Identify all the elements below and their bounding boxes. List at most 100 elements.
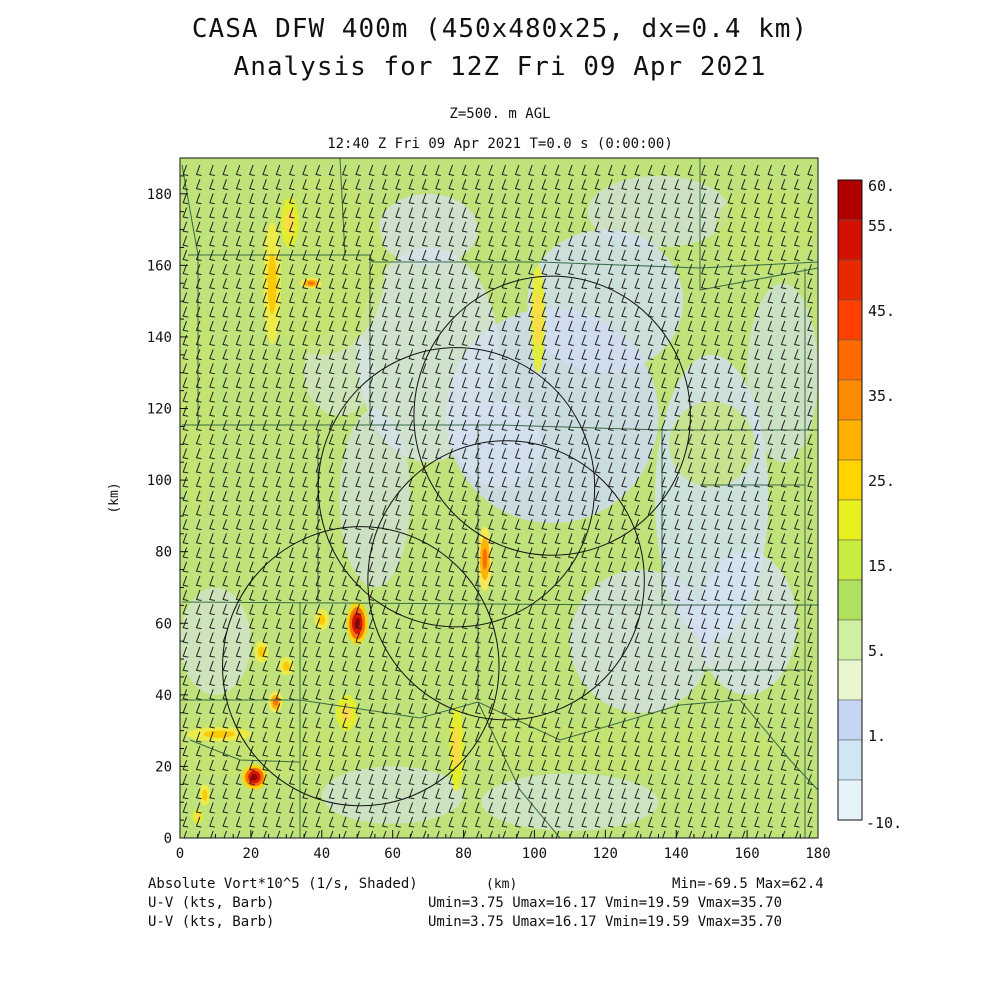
wind-barb: [554, 759, 561, 771]
wind-barb: [541, 462, 548, 474]
wind-barb: [328, 759, 335, 771]
wind-barb: [528, 419, 534, 431]
wind-barb: [288, 589, 295, 601]
wind-barb: [780, 604, 787, 616]
wind-barb: [528, 788, 534, 800]
wind-barb: [793, 816, 800, 828]
wind-barb: [501, 731, 508, 743]
wind-barb: [608, 830, 613, 838]
wind-barb: [621, 306, 627, 318]
wind-barb: [408, 703, 415, 715]
wind-barb: [315, 278, 322, 290]
wind-barb: [807, 561, 813, 573]
vorticity-max-13: [530, 265, 546, 373]
wind-barb: [568, 490, 574, 502]
wind-barb: [541, 646, 548, 658]
wind-barb: [661, 646, 667, 658]
wind-barb: [621, 235, 627, 247]
wind-barb: [554, 264, 561, 276]
wind-barb: [687, 448, 694, 460]
wind-barb: [807, 703, 813, 715]
wind-barb: [501, 816, 508, 828]
wind-barb: [661, 391, 667, 403]
wind-barb: [807, 419, 813, 431]
wind-barb: [700, 462, 707, 474]
wind-barb: [195, 618, 202, 630]
wind-barb: [501, 405, 508, 417]
wind-barb: [607, 292, 614, 304]
wind-barb: [195, 476, 202, 488]
wind-barb: [568, 292, 574, 304]
wind-barb: [355, 632, 362, 644]
wind-barb: [807, 363, 813, 375]
wind-barb: [222, 334, 229, 346]
wind-barb: [421, 363, 428, 375]
wind-barb: [514, 533, 521, 545]
wind-barb: [421, 575, 428, 587]
wind-barb: [554, 278, 561, 290]
wind-barb: [554, 561, 561, 573]
wind-barb: [621, 759, 627, 771]
wind-barb: [262, 774, 269, 786]
wind-barb: [554, 745, 561, 757]
wind-barb: [315, 448, 322, 460]
wind-barb: [448, 802, 455, 814]
wind-barb: [381, 278, 388, 290]
wind-barb: [275, 377, 282, 389]
wind-barb: [262, 788, 269, 800]
wind-barb: [182, 193, 189, 205]
wind-barb: [302, 235, 308, 247]
wind-barb: [209, 278, 215, 290]
wind-barb: [195, 759, 202, 771]
wind-barb: [647, 788, 654, 800]
wind-barb: [262, 674, 269, 686]
wind-barb: [754, 448, 760, 460]
wind-barb: [714, 490, 720, 502]
wind-barb: [395, 235, 401, 247]
wind-barb: [647, 519, 654, 531]
wind-barb: [288, 419, 295, 431]
wind-barb: [368, 504, 375, 516]
wind-barb: [461, 462, 468, 474]
wind-barb: [435, 377, 441, 389]
wind-barb: [368, 207, 375, 219]
wind-barb: [328, 320, 335, 332]
wind-barb: [581, 674, 588, 686]
wind-barb: [249, 448, 255, 460]
wind-barb: [209, 731, 215, 743]
wind-barb: [209, 660, 215, 672]
wind-barb: [355, 292, 362, 304]
wind-barb: [661, 533, 667, 545]
wind-barb: [235, 235, 242, 247]
wind-barb: [262, 759, 269, 771]
wind-barb: [408, 689, 415, 701]
wind-barb: [607, 349, 614, 361]
wind-barb: [568, 448, 574, 460]
wind-barb: [700, 419, 707, 431]
wind-barb: [700, 745, 707, 757]
wind-barb: [302, 164, 308, 176]
wind-barb: [275, 448, 282, 460]
wind-barb: [674, 632, 681, 644]
wind-barb: [647, 660, 654, 672]
wind-barb: [222, 419, 229, 431]
wind-barb: [607, 547, 614, 559]
wind-barb: [488, 264, 494, 276]
wind-barb: [381, 391, 388, 403]
wind-barb: [740, 660, 747, 672]
wind-barb: [727, 434, 734, 446]
wind-barb: [793, 632, 800, 644]
wind-barb: [594, 292, 601, 304]
wind-barb: [421, 547, 428, 559]
wind-barb: [328, 306, 335, 318]
wind-barb: [607, 774, 614, 786]
wind-barb: [408, 646, 415, 658]
wind-barb: [501, 249, 508, 261]
wind-barb: [754, 462, 760, 474]
wind-barb: [235, 320, 242, 332]
wind-barb: [661, 504, 667, 516]
wind-barb: [461, 306, 468, 318]
wind-barb: [195, 179, 202, 191]
wind-barb: [740, 349, 747, 361]
x-tick-label: 0: [176, 846, 184, 862]
